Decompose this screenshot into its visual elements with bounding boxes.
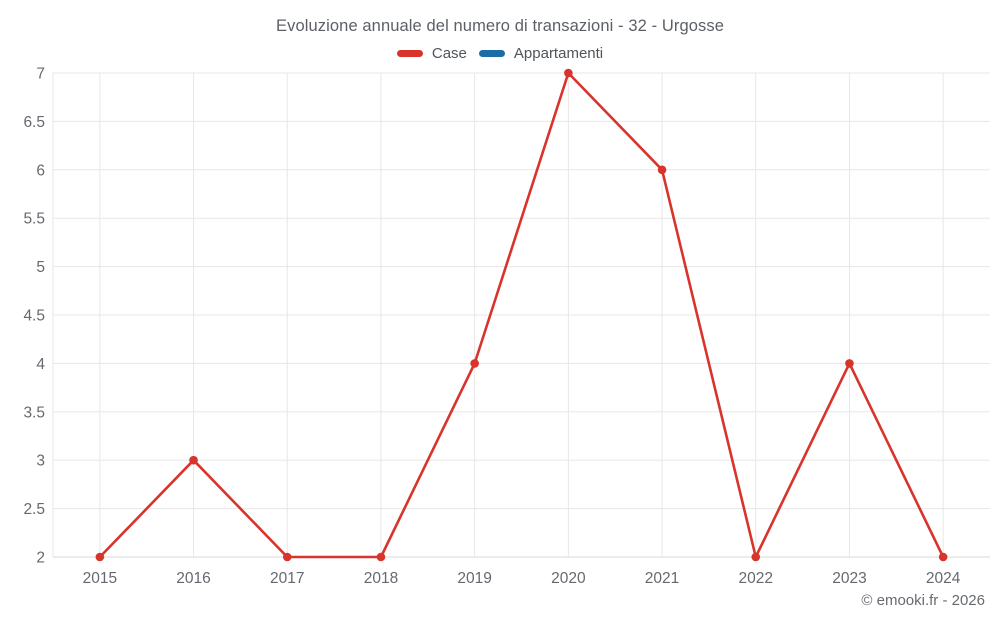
data-point-case-2021[interactable] xyxy=(657,165,667,175)
data-point-case-2018[interactable] xyxy=(376,552,386,562)
chart-title: Evoluzione annuale del numero di transaz… xyxy=(276,17,724,35)
data-point-case-2015[interactable] xyxy=(95,552,105,562)
x-tick-label: 2020 xyxy=(551,570,586,587)
x-tick-label: 2022 xyxy=(739,570,773,587)
x-tick-label: 2017 xyxy=(270,570,304,587)
y-tick-label: 5.5 xyxy=(23,211,45,228)
legend-item-case[interactable]: Case xyxy=(396,45,467,62)
data-point-case-2017[interactable] xyxy=(282,552,292,562)
x-tick-label: 2016 xyxy=(176,570,210,587)
legend-marker-case-icon xyxy=(396,50,423,57)
x-tick-label: 2023 xyxy=(832,570,866,587)
legend-label-appartamenti: Appartamenti xyxy=(513,45,604,62)
legend: Case Appartamenti xyxy=(0,45,1000,62)
x-tick-label: 2021 xyxy=(645,570,679,587)
data-point-case-2020[interactable] xyxy=(564,68,573,78)
data-point-case-2024[interactable] xyxy=(938,552,948,562)
legend-item-appartamenti[interactable]: Appartamenti xyxy=(478,45,604,62)
y-tick-label: 3 xyxy=(36,453,45,470)
y-tick-label: 2.5 xyxy=(23,501,45,518)
legend-marker-appartamenti-icon xyxy=(478,50,505,57)
y-tick-label: 3.5 xyxy=(23,404,45,421)
data-point-case-2019[interactable] xyxy=(470,359,479,368)
x-tick-label: 2018 xyxy=(364,570,398,587)
x-tick-label: 2019 xyxy=(457,570,491,587)
credit-text: © emooki.fr - 2026 xyxy=(861,592,985,609)
data-point-case-2016[interactable] xyxy=(189,455,198,465)
series-line-case xyxy=(98,71,945,559)
x-tick-label: 2015 xyxy=(83,570,117,587)
data-point-case-2022[interactable] xyxy=(751,552,761,562)
x-tick-label: 2024 xyxy=(926,570,961,587)
y-tick-label: 5 xyxy=(36,259,45,276)
y-tick-label: 7 xyxy=(36,66,45,83)
y-tick-label: 4 xyxy=(36,356,45,373)
y-tick-label: 6 xyxy=(36,162,45,179)
legend-label-case: Case xyxy=(431,45,467,62)
y-tick-label: 4.5 xyxy=(23,308,45,325)
y-tick-label: 2 xyxy=(36,550,45,567)
data-point-case-2023[interactable] xyxy=(845,359,854,368)
y-tick-label: 6.5 xyxy=(23,114,45,131)
